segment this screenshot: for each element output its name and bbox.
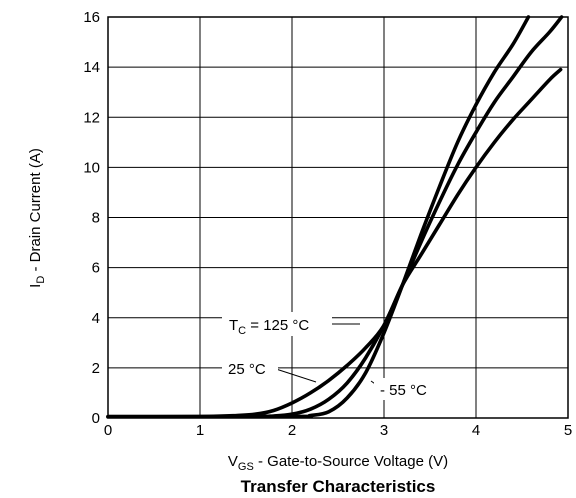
- label-bg-minus55c: [374, 378, 440, 400]
- grid: [107, 16, 569, 419]
- y-tick-label: 14: [83, 59, 100, 76]
- y-tick-label: 12: [83, 109, 100, 126]
- x-axis-label: VGS - Gate-to-Source Voltage (V): [228, 453, 448, 473]
- y-tick-label: 16: [83, 9, 100, 26]
- chart-title: Transfer Characteristics: [241, 477, 436, 496]
- y-tick-label: 2: [92, 360, 100, 377]
- y-tick-label: 0: [92, 410, 100, 427]
- plot-frame: [107, 16, 569, 419]
- x-tick-label: 5: [564, 422, 572, 439]
- leader-25c: [275, 368, 317, 383]
- series-line-minus55c: [106, 15, 531, 419]
- y-tick-label: 8: [92, 210, 100, 227]
- x-tick-label: 0: [104, 422, 112, 439]
- x-tick-label: 4: [472, 422, 480, 439]
- y-tick-label: 10: [83, 159, 100, 176]
- series-line-125c: [106, 67, 563, 419]
- x-tick-label: 2: [288, 422, 296, 439]
- series-label-125c: TC = 125 °C: [229, 317, 309, 337]
- y-axis-label: ID - Drain Current (A): [27, 148, 47, 288]
- series-curves: [106, 15, 564, 419]
- x-tick-label: 1: [196, 422, 204, 439]
- series-label-25c: 25 °C: [228, 361, 266, 378]
- y-tick-label: 4: [92, 310, 100, 327]
- series-label-minus55c: - 55 °C: [380, 382, 427, 399]
- x-tick-label: 3: [380, 422, 388, 439]
- y-tick-label: 6: [92, 260, 100, 277]
- label-bg-25c: [222, 357, 278, 379]
- label-bg-125c: [222, 312, 332, 336]
